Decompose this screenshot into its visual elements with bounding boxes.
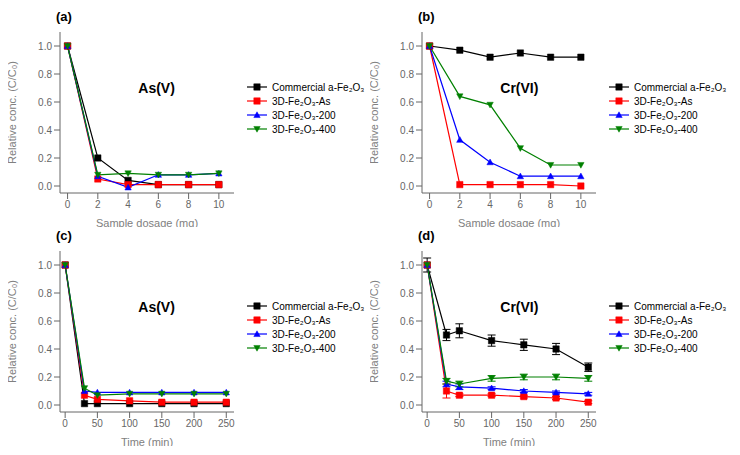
html-text:3D-Fe₂O₃-As: 3D-Fe₂O₃-As [634,95,693,107]
html-text:3D-Fe₂O₃-400: 3D-Fe₂O₃-400 [272,342,336,354]
html-text:3D-Fe₂O₃-200: 3D-Fe₂O₃-200 [272,328,336,340]
html-text:Commercial a-Fe₂O₃: Commercial a-Fe₂O₃ [272,300,365,312]
html-text:3D-Fe₂O₃-As: 3D-Fe₂O₃-As [272,95,331,107]
svg-text:0.2: 0.2 [400,153,414,164]
html-text:Commercial a-Fe₂O₃: Commercial a-Fe₂O₃ [634,300,727,312]
svg-text:0.6: 0.6 [38,316,52,327]
svg-text:100: 100 [121,418,138,429]
svg-text:150: 150 [153,418,170,429]
svg-text:10: 10 [575,199,587,210]
svg-text:1.0: 1.0 [400,260,414,271]
svg-text:0: 0 [65,199,71,210]
svg-text:4: 4 [487,199,493,210]
svg-text:0.6: 0.6 [38,97,52,108]
svg-text:0.2: 0.2 [400,372,414,383]
svg-text:0.2: 0.2 [38,372,52,383]
html-text:Commercial a-Fe₂O₃: Commercial a-Fe₂O₃ [634,81,727,93]
html-text:As(V): As(V) [138,299,175,316]
svg-text:2: 2 [457,199,463,210]
svg-text:Relative conc. (C/C₀): Relative conc. (C/C₀) [370,280,380,383]
html-text:(d): (d) [418,228,435,243]
svg-text:0.6: 0.6 [400,97,414,108]
svg-text:250: 250 [218,418,235,429]
svg-text:150: 150 [515,418,532,429]
svg-text:Time (min): Time (min) [483,436,535,446]
svg-text:1.0: 1.0 [38,41,52,52]
svg-text:10: 10 [213,199,225,210]
svg-text:0.4: 0.4 [400,344,414,355]
html-text:3D-Fe₂O₃-200: 3D-Fe₂O₃-200 [634,328,698,340]
html-text:3D-Fe₂O₃-200: 3D-Fe₂O₃-200 [634,109,698,121]
svg-text:0.4: 0.4 [38,125,52,136]
svg-text:0.0: 0.0 [400,181,414,192]
svg-text:200: 200 [186,418,203,429]
svg-text:0: 0 [427,199,433,210]
html-text:Cr(VI): Cr(VI) [500,80,539,97]
html-text:(b): (b) [418,9,435,24]
html-text:3D-Fe₂O₃-400: 3D-Fe₂O₃-400 [634,123,698,135]
svg-text:50: 50 [92,418,104,429]
svg-text:Sample dosage (mg): Sample dosage (mg) [96,217,198,227]
svg-text:0.4: 0.4 [38,344,52,355]
svg-text:1.0: 1.0 [400,41,414,52]
svg-text:0.0: 0.0 [38,400,52,411]
svg-text:0.8: 0.8 [38,288,52,299]
html-text:Commercial a-Fe₂O₃: Commercial a-Fe₂O₃ [272,81,365,93]
html-text:3D-Fe₂O₃-200: 3D-Fe₂O₃-200 [272,109,336,121]
svg-text:0.4: 0.4 [400,125,414,136]
svg-text:8: 8 [548,199,554,210]
svg-text:0.8: 0.8 [400,69,414,80]
svg-text:100: 100 [483,418,500,429]
svg-text:1.0: 1.0 [38,260,52,271]
svg-text:0: 0 [62,418,68,429]
html-text:(a): (a) [56,9,72,24]
svg-text:0.0: 0.0 [38,181,52,192]
svg-text:0.6: 0.6 [400,316,414,327]
svg-text:0.8: 0.8 [400,288,414,299]
html-text:3D-Fe₂O₃-400: 3D-Fe₂O₃-400 [634,342,698,354]
html-text:3D-Fe₂O₃-As: 3D-Fe₂O₃-As [634,314,693,326]
svg-text:8: 8 [186,199,192,210]
svg-text:6: 6 [518,199,524,210]
html-text:Cr(VI): Cr(VI) [500,299,539,316]
svg-text:Relative conc. (C/C₀): Relative conc. (C/C₀) [8,280,18,383]
svg-text:6: 6 [156,199,162,210]
svg-text:0.0: 0.0 [400,400,414,411]
svg-text:4: 4 [125,199,131,210]
html-text:(c): (c) [56,228,72,243]
svg-text:200: 200 [548,418,565,429]
svg-text:Relative conc. (C/C₀): Relative conc. (C/C₀) [8,61,18,164]
svg-text:Time (min): Time (min) [121,436,173,446]
svg-text:250: 250 [580,418,597,429]
svg-text:Sample dosage (mg): Sample dosage (mg) [458,217,560,227]
svg-text:0.2: 0.2 [38,153,52,164]
svg-text:2: 2 [95,199,101,210]
html-text:3D-Fe₂O₃-As: 3D-Fe₂O₃-As [272,314,331,326]
svg-text:0.8: 0.8 [38,69,52,80]
svg-text:Relative conc. (C/C₀): Relative conc. (C/C₀) [370,61,380,164]
svg-text:0: 0 [424,418,430,429]
html-text:As(V): As(V) [138,80,175,97]
svg-text:50: 50 [454,418,466,429]
html-text:3D-Fe₂O₃-400: 3D-Fe₂O₃-400 [272,123,336,135]
